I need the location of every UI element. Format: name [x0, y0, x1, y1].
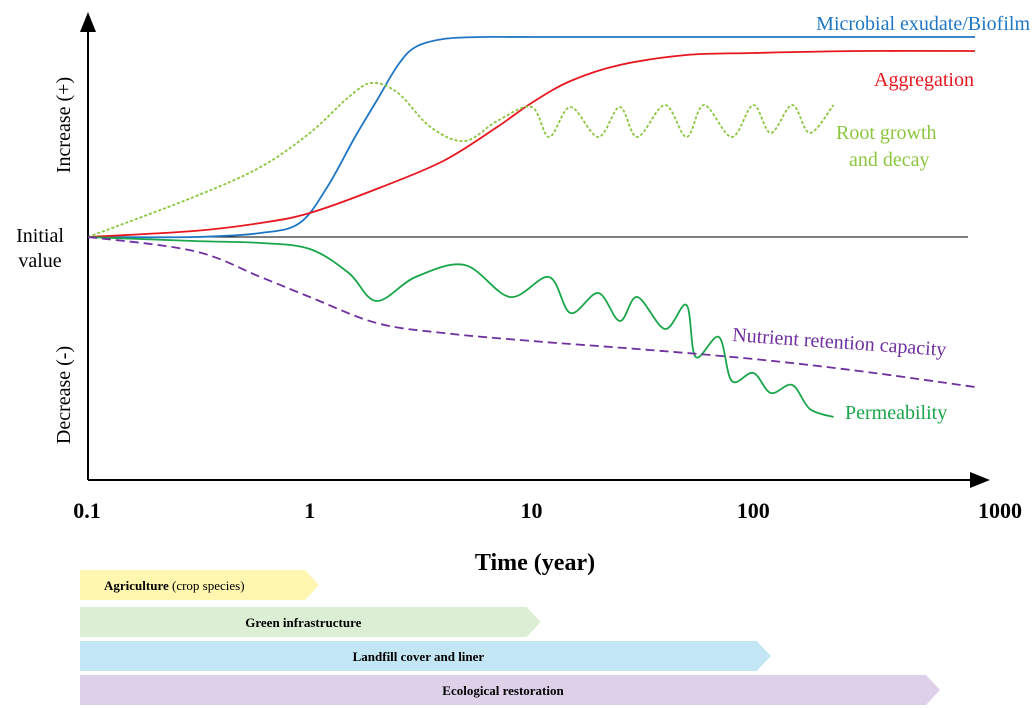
series-label-biofilm: Microbial exudate/Biofilm — [816, 13, 1030, 35]
application-label-1: Green infrastructure — [245, 615, 361, 630]
series-line-3 — [87, 236, 834, 418]
series-line-4 — [87, 236, 976, 388]
application-arrows: Agriculture (crop species) Green infrastr… — [80, 570, 940, 705]
x-tick-label: 1000 — [978, 498, 1022, 523]
application-label-0: Agriculture (crop species) — [104, 578, 245, 593]
baseline-label-line2: value — [18, 250, 61, 272]
application-arrow-0 — [80, 570, 319, 600]
application-arrow-1 — [80, 607, 541, 637]
x-axis-title: Time (year) — [475, 550, 595, 576]
y-label-decrease: Decrease (-) — [53, 346, 75, 444]
series-layer — [87, 35, 976, 418]
application-arrow-3 — [80, 675, 940, 705]
x-tick-label: 10 — [521, 498, 543, 523]
application-label-3: Ecological restoration — [442, 683, 564, 698]
series-label-aggregation: Aggregation — [874, 69, 974, 91]
y-label-increase: Increase (+) — [53, 77, 75, 173]
x-tick-labels: 0.1 1 10 100 1000 — [73, 498, 1022, 523]
x-tick-label: 100 — [737, 498, 770, 523]
series-line-0 — [87, 35, 975, 239]
baseline-label-line1: Initial — [16, 225, 64, 247]
series-label-nutrient: Nutrient retention capacity — [732, 324, 947, 361]
series-label-root-line2: and decay — [849, 149, 930, 171]
x-tick-label: 0.1 — [73, 498, 101, 523]
application-label-2: Landfill cover and liner — [353, 649, 485, 664]
series-label-permeability: Permeability — [845, 402, 947, 424]
series-label-root-line1: Root growth — [836, 122, 937, 144]
series-line-2 — [87, 82, 835, 238]
application-arrow-2 — [80, 641, 771, 671]
x-tick-label: 1 — [304, 498, 315, 523]
series-line-1 — [87, 49, 976, 238]
